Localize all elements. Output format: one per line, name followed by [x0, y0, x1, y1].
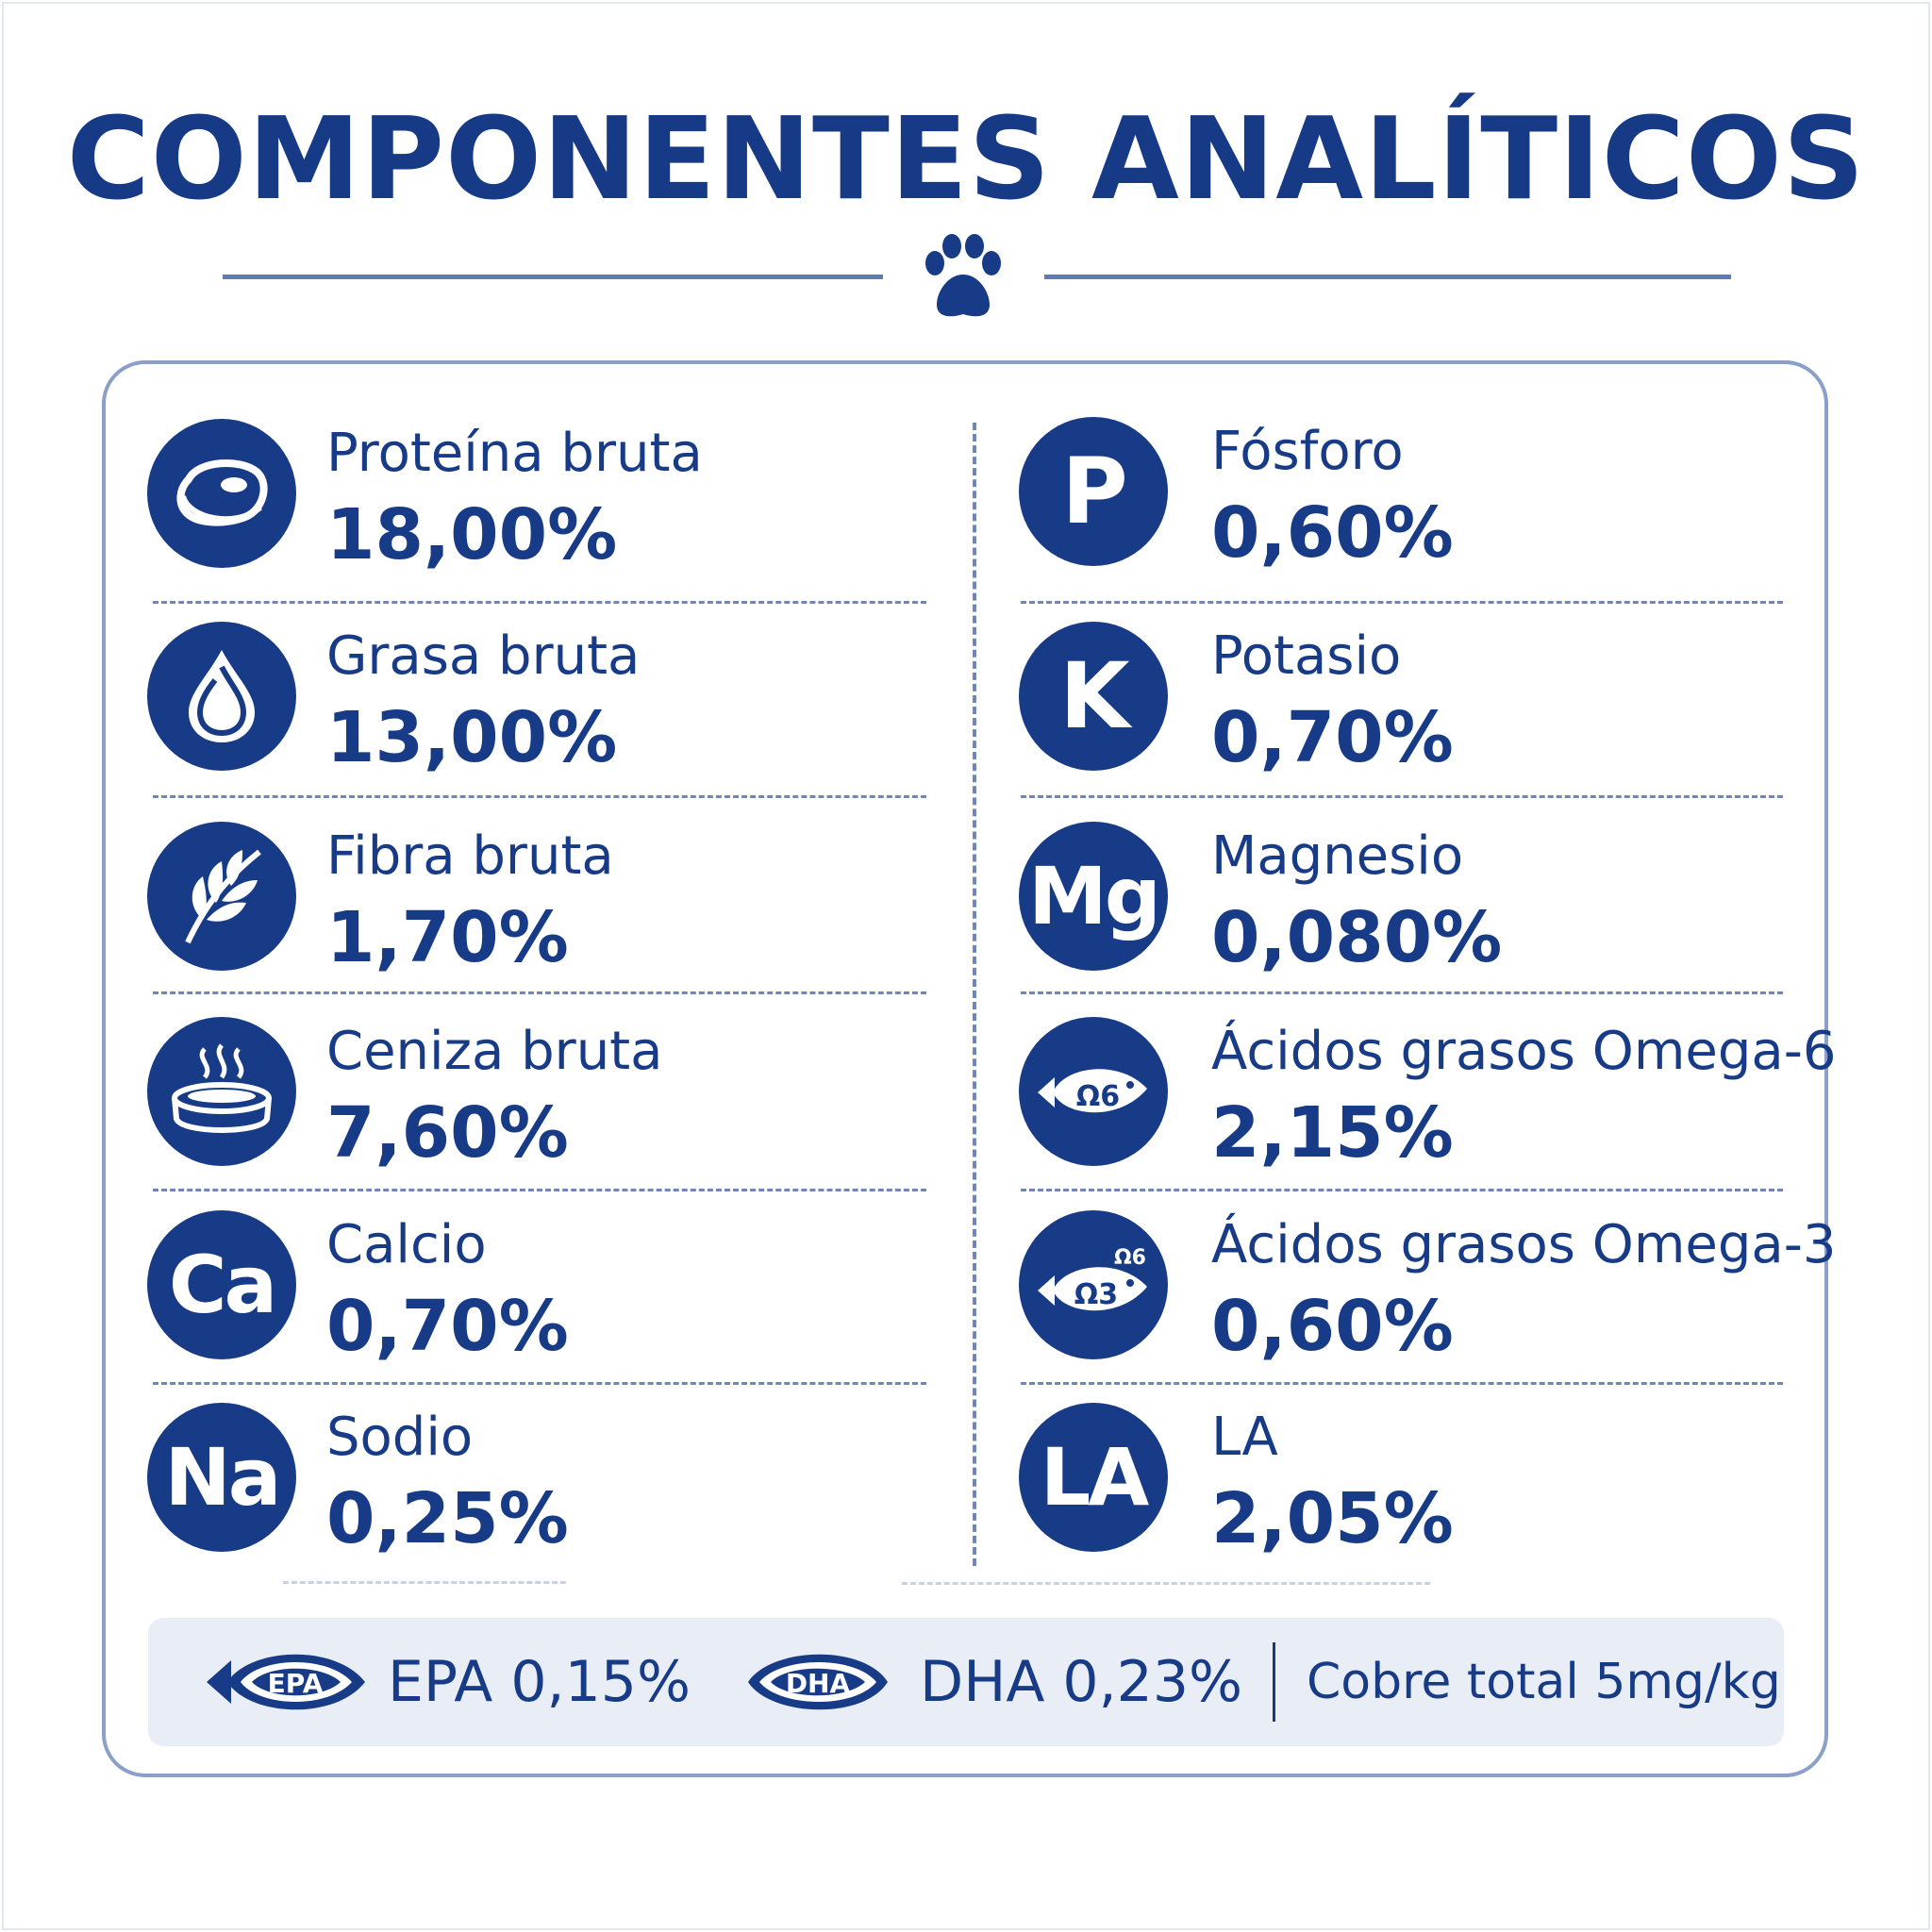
row-divider [153, 991, 926, 994]
dha-badge: DHA [786, 1668, 851, 1699]
icon-text: Ω6 [1076, 1080, 1120, 1113]
icon-symbol: K [1059, 643, 1129, 749]
faded-divider [902, 1582, 1430, 1585]
row-divider [1021, 1189, 1783, 1191]
ash-bowl-icon [147, 1017, 296, 1166]
row-divider [1021, 991, 1783, 994]
row-divider [1021, 795, 1783, 798]
epa-badge: EPA [268, 1668, 324, 1699]
nutrient-value: 0,60% [1211, 1286, 1454, 1367]
footer-copper: Cobre total 5mg/kg [1307, 1618, 1781, 1746]
potassium-icon: K [1019, 622, 1168, 771]
drop-icon [147, 622, 296, 771]
nutrient-value: 7,60% [326, 1092, 569, 1174]
icon-symbol: Mg [1028, 850, 1161, 942]
nutrient-label: Ceniza bruta [326, 1021, 663, 1082]
row-divider [153, 1382, 926, 1385]
nutrient-value: 0,080% [1211, 897, 1503, 978]
nutrient-label: Ácidos grasos Omega-6 [1211, 1021, 1837, 1082]
paw-icon [925, 234, 1001, 317]
title-divider-right [1044, 275, 1731, 279]
phosphorus-icon: P [1019, 417, 1168, 566]
nutrient-value: 0,60% [1211, 492, 1454, 574]
nutrient-value: 0,70% [326, 1286, 569, 1367]
fish-dha-icon: DHA [748, 1654, 888, 1710]
la-icon: LA [1019, 1403, 1168, 1552]
row-divider [1021, 601, 1783, 604]
copper-text: Cobre total 5mg/kg [1307, 1654, 1781, 1710]
nutrient-label: Sodio [326, 1407, 474, 1468]
nutrient-value: 0,25% [326, 1478, 569, 1559]
nutrient-label: Fibra bruta [326, 825, 614, 887]
nutrient-value: 13,00% [326, 697, 618, 778]
fish-epa-icon: EPA [207, 1654, 365, 1710]
nutrient-label: Potasio [1211, 625, 1402, 687]
magnesium-icon: Mg [1019, 822, 1168, 971]
footer-separator [1273, 1642, 1275, 1722]
nutrient-label: Proteína bruta [326, 423, 703, 484]
calcium-icon: Ca [147, 1210, 296, 1359]
nutrient-label: Calcio [326, 1214, 487, 1275]
fish-omega3-icon: Ω3 Ω6 [1019, 1210, 1168, 1359]
row-divider [153, 795, 926, 798]
row-divider [153, 601, 926, 604]
title-divider-left [223, 275, 883, 279]
nutrient-value: 0,70% [1211, 697, 1454, 778]
meat-icon [147, 419, 296, 568]
sodium-icon: Na [147, 1403, 296, 1552]
nutrient-label: Ácidos grasos Omega-3 [1211, 1214, 1837, 1275]
row-divider [153, 1189, 926, 1191]
footer-bar: EPA EPA 0,15% DHA DHA 0,23% Cobre total … [148, 1618, 1784, 1746]
icon-text: Ω3 [1074, 1278, 1118, 1311]
nutrient-value: 1,70% [326, 897, 569, 978]
nutrient-value: 2,15% [1211, 1092, 1454, 1174]
dha-text: DHA 0,23% [920, 1649, 1243, 1715]
icon-text-small: Ω6 [1114, 1246, 1146, 1270]
nutrient-label: Magnesio [1211, 825, 1464, 887]
nutrients-card [102, 360, 1828, 1777]
nutrient-value: 18,00% [326, 494, 618, 575]
footer-dha: DHA DHA 0,23% [744, 1618, 1242, 1746]
icon-symbol: LA [1040, 1431, 1150, 1524]
footer-epa: EPA EPA 0,15% [203, 1618, 691, 1746]
nutrient-label: LA [1211, 1407, 1278, 1468]
fish-omega6-icon: Ω6 [1019, 1017, 1168, 1166]
nutrient-label: Grasa bruta [326, 625, 641, 687]
icon-symbol: P [1061, 439, 1127, 544]
nutrient-label: Fósforo [1211, 421, 1404, 482]
page-title: COMPONENTES ANALÍTICOS [66, 94, 1866, 225]
icon-symbol: Ca [168, 1239, 277, 1331]
icon-symbol: Na [164, 1431, 282, 1524]
nutrient-value: 2,05% [1211, 1478, 1454, 1559]
epa-text: EPA 0,15% [388, 1649, 691, 1715]
leaf-icon [147, 822, 296, 971]
column-divider [973, 423, 976, 1566]
row-divider [1021, 1382, 1783, 1385]
faded-divider [283, 1581, 566, 1584]
